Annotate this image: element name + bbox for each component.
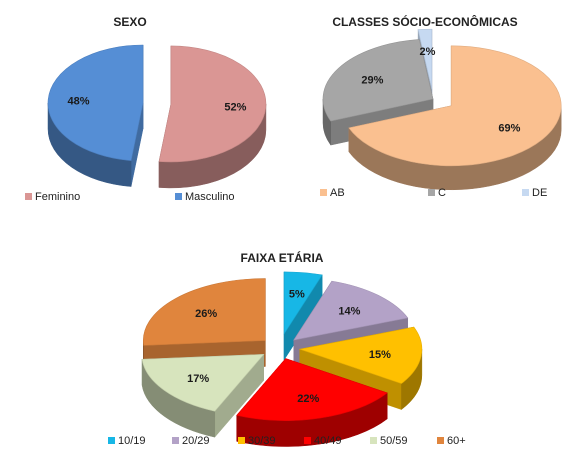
pie-value-labels-classes: 69% 29% 2%: [361, 46, 520, 135]
legend-swatch-masculino: [175, 193, 182, 200]
legend-label-masculino: Masculino: [185, 191, 235, 203]
chart-faixa-etaria: FAIXA ETÁRIA 5% 14% 15% 22% 17% 26% 10/19 20/2…: [108, 250, 466, 447]
legend-label-feminino: Feminino: [35, 191, 80, 203]
pie-value-label-de: 2%: [419, 46, 435, 58]
legend-sexo: Feminino Masculino: [25, 191, 235, 203]
pie-value-label-c: 29%: [361, 74, 383, 86]
chart-title-faixa-etaria: FAIXA ETÁRIA: [241, 250, 324, 265]
legend-label-60: 60+: [447, 435, 466, 447]
pie-slice-top-20-29: [293, 280, 409, 341]
legend-item-10-19: 10/19: [108, 435, 146, 447]
pie-slice-top-feminino: [158, 45, 267, 163]
pie-slice-top-60: [143, 278, 266, 346]
pie-slice-40-49: [236, 357, 388, 447]
legend-item-c: C: [428, 187, 446, 199]
legend-item-40-49: 40/49: [304, 435, 342, 447]
legend-swatch-30-39: [238, 437, 245, 444]
pie-value-label-masculino: 48%: [68, 96, 90, 108]
pie-slice-top-50-59: [141, 354, 265, 412]
legend-item-masculino: Masculino: [175, 191, 235, 203]
pie-value-label-60: 26%: [195, 308, 217, 320]
pie-slices-sexo: [47, 44, 267, 189]
pie-value-label-20-29: 14%: [338, 305, 360, 317]
pie-slice-feminino: [158, 45, 267, 189]
legend-swatch-10-19: [108, 437, 115, 444]
legend-item-ab: AB: [320, 187, 345, 199]
legend-label-de: DE: [532, 187, 547, 199]
pie-slice-top-30-39: [298, 326, 423, 384]
legend-label-ab: AB: [330, 187, 345, 199]
pie-slices-faixa-etaria: [141, 271, 423, 447]
pie-slice-top-ab: [348, 45, 562, 167]
legend-item-de: DE: [522, 187, 547, 199]
pie-slice-masculino: [47, 44, 144, 187]
legend-swatch-c: [428, 189, 435, 196]
pie-slice-top-c: [322, 39, 434, 122]
pie-slices-classes: [322, 28, 562, 191]
legend-label-30-39: 30/39: [248, 435, 276, 447]
legend-swatch-40-49: [304, 437, 311, 444]
pie-value-label-50-59: 17%: [187, 373, 209, 385]
legend-label-40-49: 40/49: [314, 435, 342, 447]
pie-value-label-30-39: 15%: [369, 349, 391, 361]
pie-slice-10-19: [283, 271, 323, 361]
legend-item-20-29: 20/29: [172, 435, 210, 447]
legend-label-c: C: [438, 187, 446, 199]
legend-faixa-etaria: 10/19 20/29 30/39 40/49 50/59 60+: [108, 435, 466, 447]
pie-value-label-ab: 69%: [498, 122, 520, 134]
legend-swatch-feminino: [25, 193, 32, 200]
legend-item-30-39: 30/39: [238, 435, 276, 447]
chart-title-classes: CLASSES SÓCIO-ECONÔMICAS: [332, 14, 517, 29]
legend-item-60: 60+: [437, 435, 466, 447]
pie-slice-top-de: [417, 28, 433, 90]
pie-slice-top-10-19: [283, 271, 323, 335]
pie-slice-ab: [348, 45, 562, 191]
legend-item-feminino: Feminino: [25, 191, 80, 203]
legend-item-50-59: 50/59: [370, 435, 408, 447]
legend-swatch-20-29: [172, 437, 179, 444]
pie-slice-top-masculino: [47, 44, 144, 161]
legend-label-10-19: 10/19: [118, 435, 146, 447]
pie-value-labels-sexo: 52% 48%: [68, 96, 247, 114]
pie-value-labels-faixa-etaria: 5% 14% 15% 22% 17% 26%: [187, 288, 391, 404]
legend-label-20-29: 20/29: [182, 435, 210, 447]
legend-classes: AB C DE: [320, 187, 547, 199]
legend-swatch-60: [437, 437, 444, 444]
chart-title-sexo: SEXO: [113, 15, 146, 29]
chart-classes-socio-economicas: CLASSES SÓCIO-ECONÔMICAS 69% 29% 2% AB C DE: [320, 14, 562, 199]
pie-value-label-feminino: 52%: [224, 101, 246, 113]
chart-sexo: SEXO 52% 48% Feminino Masculino: [25, 15, 267, 203]
legend-swatch-de: [522, 189, 529, 196]
legend-swatch-50-59: [370, 437, 377, 444]
pie-slice-top-40-49: [236, 358, 388, 421]
pie-value-label-40-49: 22%: [297, 393, 319, 405]
pie-slice-50-59: [141, 353, 265, 438]
pie-value-label-10-19: 5%: [289, 288, 305, 300]
legend-label-50-59: 50/59: [380, 435, 408, 447]
legend-swatch-ab: [320, 189, 327, 196]
